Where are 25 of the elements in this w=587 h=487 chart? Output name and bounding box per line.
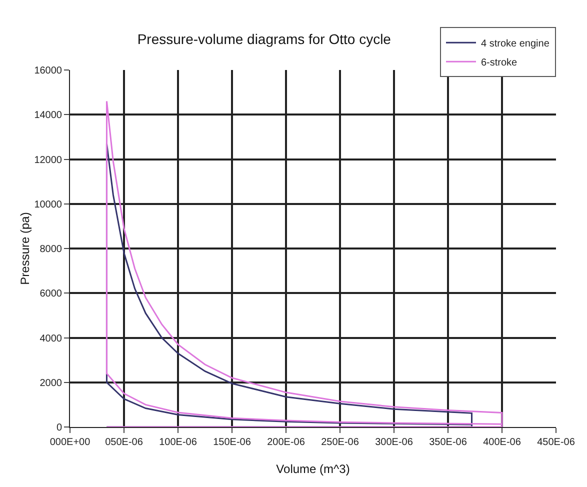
- x-tick-label: 250E-06: [321, 437, 360, 448]
- y-tick-label: 4000: [40, 333, 62, 344]
- y-tick-label: 10000: [34, 199, 62, 210]
- y-tick-label: 2000: [40, 378, 62, 389]
- y-axis-title: Pressure (pa): [18, 212, 32, 285]
- chart-title: Pressure-volume diagrams for Otto cycle: [137, 30, 392, 47]
- x-tick-label: 200E-06: [267, 437, 306, 448]
- legend-label: 6-stroke: [481, 58, 518, 69]
- x-tick-label: 150E-06: [213, 437, 252, 448]
- x-tick-label: 400E-06: [483, 437, 522, 448]
- x-tick-label: 350E-06: [429, 437, 468, 448]
- y-tick-label: 16000: [34, 66, 62, 76]
- x-tick-label: 100E-06: [159, 437, 198, 448]
- x-tick-label: 300E-06: [375, 437, 414, 448]
- x-tick-label: 000E+00: [50, 437, 91, 448]
- y-tick-label: 6000: [40, 288, 62, 300]
- y-tick-label: 12000: [34, 154, 62, 166]
- x-tick-label: 450E-06: [537, 437, 576, 448]
- y-tick-label: 0: [56, 422, 62, 434]
- line-series: [106, 100, 503, 427]
- legend-label: 4 stroke engine: [481, 38, 550, 50]
- y-tick-label: 14000: [34, 110, 62, 122]
- y-tick-label: 8000: [40, 244, 62, 255]
- x-axis-title: Volume (m^3): [276, 462, 350, 476]
- x-tick-label: 050E-06: [105, 437, 144, 448]
